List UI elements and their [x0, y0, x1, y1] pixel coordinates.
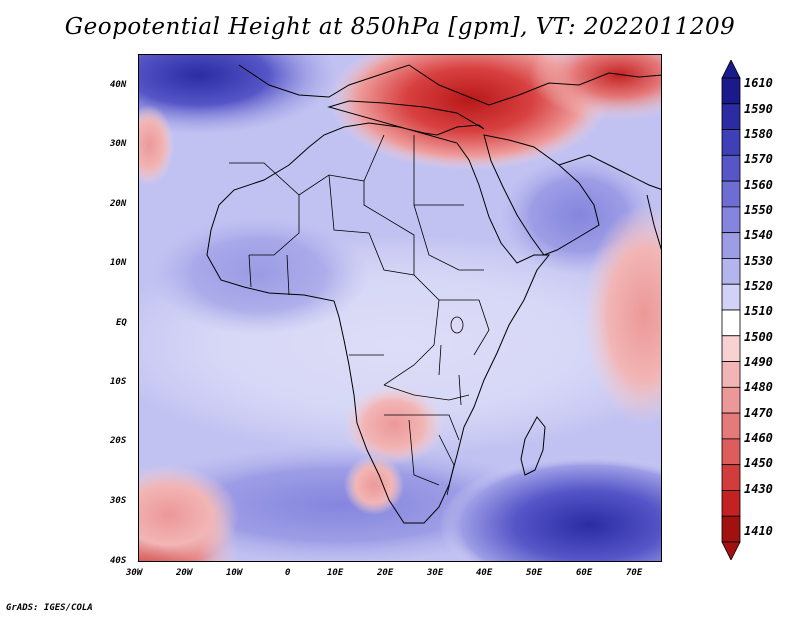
africa-coastline: [206, 100, 551, 524]
lon-label: 30E: [427, 568, 444, 578]
colorbar-cells: [721, 60, 741, 560]
lat-label: 20N: [110, 199, 127, 209]
lon-label: 0: [285, 568, 291, 578]
colorbar-cell: [721, 206, 741, 234]
colorbar-cell: [721, 335, 741, 362]
colorbar-cell: [721, 386, 741, 414]
lat-label: 30N: [110, 139, 127, 149]
colorbar-cell: [721, 103, 741, 130]
credit-text: GrADS: IGES/COLA: [6, 603, 93, 613]
lat-label: 10S: [110, 377, 127, 387]
lon-label: 10E: [327, 568, 344, 578]
colorbar-cell: [721, 258, 741, 285]
colorbar-cell: [721, 361, 741, 388]
colorbar-cell: [721, 412, 741, 440]
colorbar: [721, 60, 741, 560]
lon-label: 10W: [226, 568, 243, 578]
colorbar-label: 1570: [744, 152, 773, 166]
lon-label: 70E: [626, 568, 643, 578]
colorbar-label: 1580: [744, 127, 773, 141]
colorbar-cell: [721, 515, 741, 543]
colorbar-label: 1430: [744, 482, 773, 496]
colorbar-cell: [721, 129, 741, 156]
colorbar-label: 1520: [744, 279, 773, 293]
colorbar-label: 1460: [744, 431, 773, 445]
lat-label: 40S: [110, 556, 127, 566]
colorbar-label: 1560: [744, 178, 773, 192]
colorbar-label: 1490: [744, 355, 773, 369]
colorbar-cell: [721, 154, 741, 182]
colorbar-cell: [721, 232, 741, 259]
lon-label: 30W: [126, 568, 143, 578]
lon-label: 50E: [526, 568, 543, 578]
colorbar-label: 1540: [744, 228, 773, 242]
colorbar-label: 1500: [744, 330, 773, 344]
lat-label: EQ: [116, 318, 127, 328]
colorbar-cell: [721, 490, 741, 517]
lon-label: 20E: [377, 568, 394, 578]
madagascar-coastline: [520, 416, 546, 476]
map-panel: [138, 54, 662, 562]
colorbar-cell: [721, 464, 741, 491]
lat-label: 30S: [110, 496, 127, 506]
height-field: [139, 55, 661, 561]
colorbar-label: 1410: [744, 524, 773, 538]
colorbar-max-arrow: [721, 60, 741, 79]
colorbar-label: 1470: [744, 406, 773, 420]
lon-label: 60E: [576, 568, 593, 578]
colorbar-label: 1550: [744, 203, 773, 217]
colorbar-cell: [721, 180, 741, 208]
colorbar-label: 1530: [744, 254, 773, 268]
colorbar-cell: [721, 283, 741, 311]
lon-label: 40E: [476, 568, 493, 578]
colorbar-label: 1510: [744, 304, 773, 318]
lon-label: 20W: [176, 568, 193, 578]
colorbar-label: 1480: [744, 380, 773, 394]
arabia-coastline: [483, 134, 600, 256]
colorbar-min-arrow: [721, 541, 741, 560]
colorbar-label: 1450: [744, 456, 773, 470]
colorbar-label: 1590: [744, 102, 773, 116]
lat-label: 10N: [110, 258, 127, 268]
map-title: Geopotential Height at 850hPa [gpm], VT:…: [64, 14, 736, 40]
lat-label: 20S: [110, 436, 127, 446]
colorbar-cell: [721, 77, 741, 105]
colorbar-cell: [721, 438, 741, 466]
colorbar-cell: [721, 309, 741, 337]
colorbar-label: 1610: [744, 76, 773, 90]
lat-label: 40N: [110, 80, 127, 90]
